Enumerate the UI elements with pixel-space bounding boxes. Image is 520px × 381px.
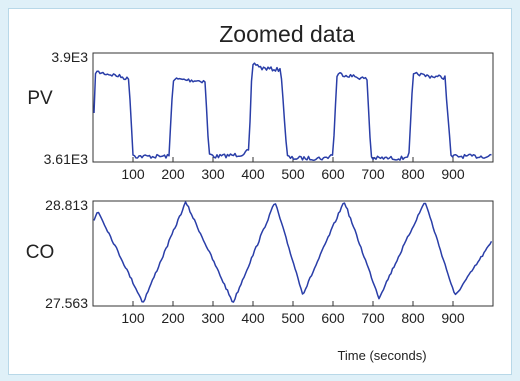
y-tick-label-max-2: 28.813	[45, 197, 88, 213]
x-tick-label-2-400: 400	[241, 310, 265, 326]
x-tick-label-2-300: 300	[201, 310, 225, 326]
series-line-2-1	[93, 201, 493, 303]
chart-frame	[8, 8, 512, 375]
x-tick-label-1-200: 200	[161, 166, 185, 182]
y-tick-label-max-1: 3.9E3	[51, 49, 88, 65]
x-tick-label-1-300: 300	[201, 166, 225, 182]
x-tick-label-2-500: 500	[281, 310, 305, 326]
x-tick-label-2-200: 200	[161, 310, 185, 326]
x-tick-label-2-100: 100	[121, 310, 145, 326]
x-tick-label-1-100: 100	[121, 166, 145, 182]
chart-title: Zoomed data	[219, 21, 355, 47]
x-tick-label-1-800: 800	[401, 166, 425, 182]
x-axis-label: Time (seconds)	[337, 348, 426, 363]
x-tick-label-1-400: 400	[241, 166, 265, 182]
y-tick-label-min-1: 3.61E3	[44, 151, 89, 167]
y-axis-label-1: PV	[27, 88, 53, 109]
x-tick-label-2-800: 800	[401, 310, 425, 326]
x-tick-label-1-600: 600	[321, 166, 345, 182]
y-axis-label-2: CO	[26, 242, 55, 263]
x-tick-label-1-500: 500	[281, 166, 305, 182]
x-tick-label-2-600: 600	[321, 310, 345, 326]
plot-area-2	[92, 200, 494, 307]
plot-area-1	[92, 52, 494, 163]
x-tick-label-2-900: 900	[441, 310, 465, 326]
series-line-1-1	[93, 62, 492, 161]
x-tick-label-2-700: 700	[361, 310, 385, 326]
x-tick-label-1-700: 700	[361, 166, 385, 182]
x-tick-label-1-900: 900	[441, 166, 465, 182]
y-tick-label-min-2: 27.563	[45, 295, 88, 311]
